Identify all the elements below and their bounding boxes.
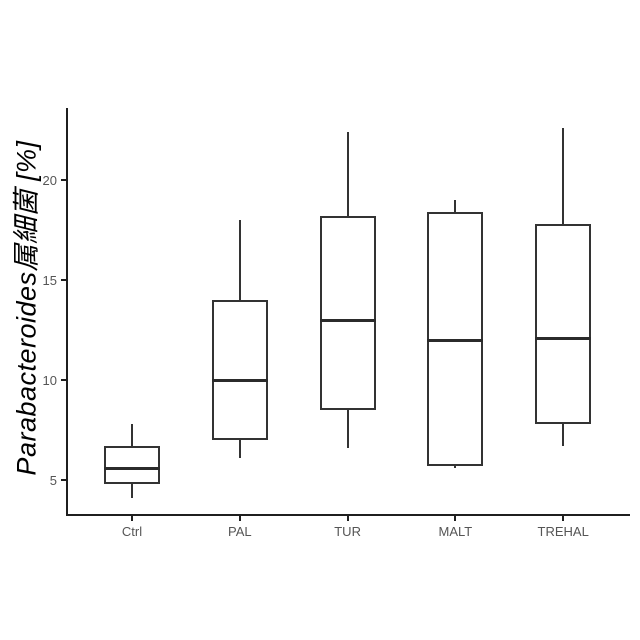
upper-whisker <box>562 128 565 224</box>
median-line <box>319 318 376 322</box>
y-axis-title: Parabacteroides属細菌 [%] <box>11 140 42 476</box>
x-axis-tick <box>238 516 241 521</box>
lower-whisker <box>346 410 349 448</box>
median-line <box>535 336 592 340</box>
upper-whisker <box>238 220 241 300</box>
y-axis-line <box>66 108 68 516</box>
y-axis-tick-label: 10 <box>42 372 57 388</box>
box-iqr <box>535 224 592 424</box>
x-axis-tick <box>454 516 457 521</box>
lower-whisker <box>562 424 565 446</box>
y-axis-tick <box>61 379 66 381</box>
upper-whisker <box>346 132 349 216</box>
y-axis-tick <box>61 179 66 181</box>
box-iqr <box>211 300 268 440</box>
y-axis-tick <box>61 479 66 481</box>
median-line <box>211 378 268 382</box>
y-axis-tick <box>61 279 66 281</box>
median-line <box>427 338 484 342</box>
box-iqr <box>104 446 160 484</box>
y-axis-tick-label: 20 <box>42 172 57 188</box>
y-axis-tick-label: 15 <box>42 272 57 288</box>
x-axis-tick-label: Ctrl <box>121 524 143 539</box>
x-axis-tick-label: TUR <box>334 524 361 539</box>
x-axis-tick <box>346 516 349 521</box>
x-axis-tick-label: PAL <box>227 524 252 539</box>
lower-whisker <box>454 466 457 468</box>
upper-whisker <box>131 424 133 446</box>
x-axis-tick-label: MALT <box>438 524 473 539</box>
x-axis-tick <box>131 516 133 521</box>
lower-whisker <box>131 484 133 498</box>
lower-whisker <box>238 440 241 458</box>
x-axis-tick <box>562 516 565 521</box>
x-axis-tick-label: TREHAL <box>537 524 589 539</box>
x-axis-line <box>66 514 630 516</box>
median-line <box>104 466 160 470</box>
box-iqr <box>319 216 376 410</box>
y-axis-tick-label: 5 <box>49 472 57 488</box>
upper-whisker <box>454 200 457 212</box>
